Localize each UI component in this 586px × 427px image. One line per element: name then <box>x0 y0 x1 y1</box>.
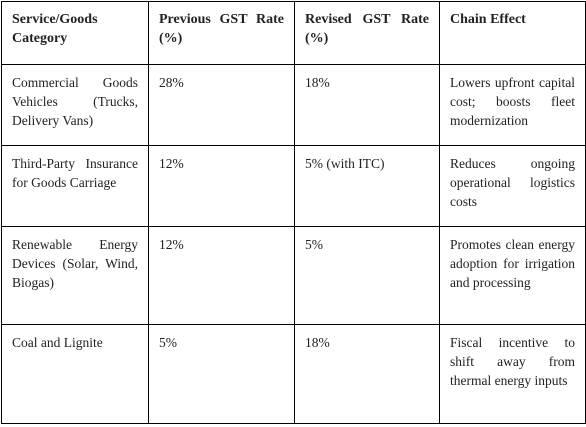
cell-previous-rate: 12% <box>148 226 295 325</box>
cell-category: Coal and Lignite <box>1 324 149 424</box>
cell-previous-rate: 28% <box>148 64 295 146</box>
header-previous-rate: Previous GST Rate (%) <box>148 1 295 65</box>
cell-category: Third-Party Insurance for Goods Carriage <box>1 145 149 227</box>
table-row: Third-Party Insurance for Goods Carriage… <box>1 145 586 227</box>
header-revised-rate: Revised GST Rate (%) <box>294 1 440 65</box>
cell-category: Renewable Energy Devices (Solar, Wind, B… <box>1 226 149 325</box>
table-header-row: Service/Goods Category Previous GST Rate… <box>1 1 586 65</box>
header-chain-effect: Chain Effect <box>439 1 586 65</box>
cell-category: Commercial Goods Vehicles (Trucks, Deliv… <box>1 64 149 146</box>
table-row: Renewable Energy Devices (Solar, Wind, B… <box>1 226 586 325</box>
cell-chain-effect: Promotes clean energy adoption for irrig… <box>439 226 586 325</box>
header-category: Service/Goods Category <box>1 1 149 65</box>
cell-previous-rate: 12% <box>148 145 295 227</box>
cell-chain-effect: Reduces ongoing operational logistics co… <box>439 145 586 227</box>
cell-revised-rate: 18% <box>294 324 440 424</box>
cell-previous-rate: 5% <box>148 324 295 424</box>
cell-chain-effect: Fiscal incentive to shift away from ther… <box>439 324 586 424</box>
cell-revised-rate: 5% <box>294 226 440 325</box>
cell-revised-rate: 18% <box>294 64 440 146</box>
table-row: Coal and Lignite 5% 18% Fiscal incentive… <box>1 324 586 424</box>
cell-chain-effect: Lowers upfront capital cost; boosts flee… <box>439 64 586 146</box>
table-row: Commercial Goods Vehicles (Trucks, Deliv… <box>1 64 586 146</box>
cell-revised-rate: 5% (with ITC) <box>294 145 440 227</box>
